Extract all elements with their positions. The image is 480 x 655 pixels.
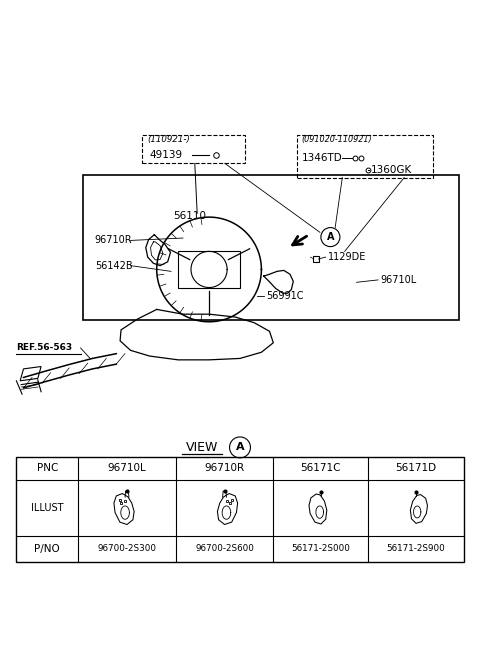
Text: A: A <box>327 232 334 242</box>
Text: A: A <box>236 442 244 453</box>
Bar <box>83 176 459 320</box>
Text: 56142B: 56142B <box>95 261 132 271</box>
Text: 56171-2S000: 56171-2S000 <box>291 544 350 553</box>
Text: 1360GK: 1360GK <box>371 166 412 176</box>
Text: 56171C: 56171C <box>300 463 341 474</box>
Text: 96710R: 96710R <box>95 235 132 246</box>
Text: 1346TD: 1346TD <box>302 153 343 162</box>
Text: VIEW: VIEW <box>186 441 218 454</box>
Text: (091020-110921): (091020-110921) <box>301 135 372 144</box>
Bar <box>16 457 464 561</box>
Text: 56171D: 56171D <box>396 463 437 474</box>
Text: 96700-2S600: 96700-2S600 <box>195 544 254 553</box>
Text: 96700-2S300: 96700-2S300 <box>97 544 156 553</box>
Text: PNC: PNC <box>36 463 58 474</box>
Text: 1129DE: 1129DE <box>328 252 366 262</box>
Bar <box>297 135 432 178</box>
Text: 56171-2S900: 56171-2S900 <box>387 544 445 553</box>
Text: 56110: 56110 <box>173 211 206 221</box>
Bar <box>178 252 240 288</box>
Bar <box>143 135 245 163</box>
Text: REF.56-563: REF.56-563 <box>16 343 72 352</box>
Text: P/NO: P/NO <box>35 544 60 553</box>
Text: 96710L: 96710L <box>108 463 146 474</box>
Text: 96710R: 96710R <box>204 463 245 474</box>
Text: 56991C: 56991C <box>266 291 304 301</box>
Text: 49139: 49139 <box>150 150 183 160</box>
Text: ILLUST: ILLUST <box>31 503 63 513</box>
Text: 96710L: 96710L <box>380 275 417 285</box>
Text: (110921-): (110921-) <box>147 135 190 144</box>
